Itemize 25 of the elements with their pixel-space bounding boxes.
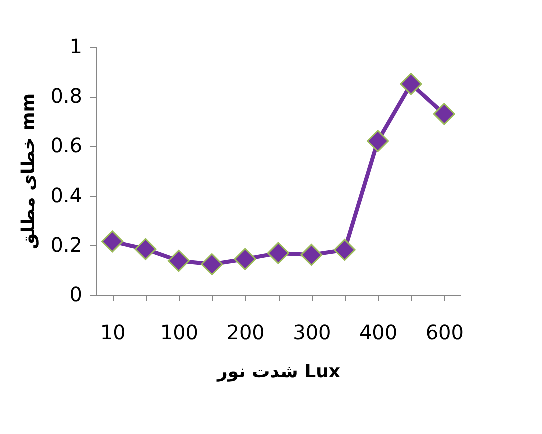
x-tick-label: 10	[100, 320, 126, 344]
point	[367, 130, 390, 152]
point	[168, 250, 190, 272]
y-tick-label: 0	[70, 282, 82, 306]
y-axis-title: خطای مطلق mm	[18, 93, 40, 250]
y-tick-label: 0.4	[50, 183, 82, 208]
point	[201, 254, 224, 276]
point	[433, 103, 456, 126]
point	[334, 239, 356, 262]
point	[234, 248, 256, 270]
point	[268, 242, 290, 264]
x-tick-label: 300	[293, 320, 332, 344]
y-tick-label: 0.6	[50, 134, 82, 158]
x-tick-label: 600	[426, 320, 464, 344]
y-tick-label: 0.8	[50, 84, 82, 108]
point	[300, 244, 323, 266]
x-tick-label: 100	[160, 320, 199, 344]
y-tick-label: 1	[70, 34, 82, 58]
x-tick-label: 200	[226, 320, 265, 344]
point	[134, 238, 157, 260]
x-tick-label: 400	[359, 320, 398, 344]
point	[400, 73, 422, 96]
point	[102, 230, 124, 253]
y-tick-label: 0.2	[50, 232, 82, 257]
x-axis-title: شدت نور Lux	[216, 362, 341, 382]
